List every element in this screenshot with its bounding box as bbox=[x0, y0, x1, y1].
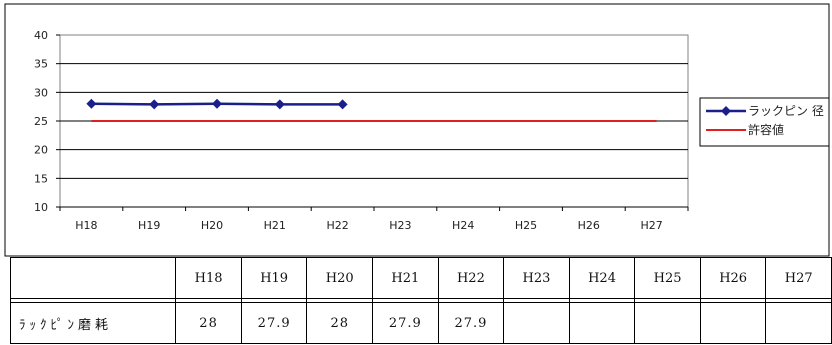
data-table: H18 H19 H20 H21 H22 H23 H24 H25 H26 H27 ﾗｯｸﾋﾟﾝ磨耗 28… bbox=[9, 257, 832, 344]
table-value-cell: 28 bbox=[175, 302, 242, 344]
y-tick-label: 40 bbox=[34, 29, 48, 42]
table-value-cell: 27.9 bbox=[240, 302, 308, 344]
x-tick-label: H26 bbox=[578, 219, 600, 232]
legend-box bbox=[699, 97, 830, 147]
table-header-row: H18 H19 H20 H21 H22 H23 H24 H25 H26 H27 bbox=[9, 257, 832, 299]
series-point bbox=[212, 98, 222, 109]
table-value-cell bbox=[699, 302, 767, 344]
table-header-cell: H26 bbox=[699, 257, 767, 299]
y-tick-label: 20 bbox=[34, 144, 48, 157]
table-header-cell: H20 bbox=[306, 257, 373, 299]
table-value-cell: 28 bbox=[306, 302, 373, 344]
legend-label: ラックピン 径 bbox=[748, 104, 824, 118]
series-point bbox=[149, 99, 160, 110]
x-tick-label: H18 bbox=[75, 219, 97, 232]
x-tick-label: H25 bbox=[515, 219, 537, 232]
x-tick-label: H20 bbox=[201, 219, 223, 232]
table-value-cell bbox=[634, 302, 701, 344]
x-tick-label: H27 bbox=[640, 219, 662, 232]
table-header-cell: H27 bbox=[765, 257, 832, 299]
table-value-cell: 27.9 bbox=[437, 302, 505, 344]
y-tick-label: 35 bbox=[34, 58, 48, 71]
table-header-cell: H19 bbox=[240, 257, 308, 299]
y-tick-label: 30 bbox=[34, 86, 48, 99]
y-tick-label: 10 bbox=[34, 201, 48, 214]
x-tick-label: H19 bbox=[138, 219, 160, 232]
table-corner-cell bbox=[9, 257, 177, 299]
table-value-cell bbox=[503, 302, 570, 344]
table-header-cell: H25 bbox=[634, 257, 701, 299]
table-value-cell bbox=[765, 302, 832, 344]
table-header-cell: H18 bbox=[175, 257, 242, 299]
table-value-cell: 27.9 bbox=[372, 302, 439, 344]
x-tick-label: H24 bbox=[452, 219, 474, 232]
table-row: ﾗｯｸﾋﾟﾝ磨耗 28 27.9 28 27.9 27.9 bbox=[9, 302, 832, 344]
x-tick-label: H22 bbox=[326, 219, 348, 232]
y-tick-label: 25 bbox=[34, 115, 48, 128]
table-row-label: ﾗｯｸﾋﾟﾝ磨耗 bbox=[9, 302, 177, 344]
legend-label: 許容値 bbox=[748, 122, 784, 137]
x-tick-label: H23 bbox=[389, 219, 411, 232]
table-header-cell: H22 bbox=[437, 257, 505, 299]
x-tick-label: H21 bbox=[264, 219, 286, 232]
line-chart: 10 15 20 25 30 35 40 H18 H19 H20 H21 H22 H23 H24 H25 H2… bbox=[4, 3, 830, 257]
table-header-cell: H23 bbox=[503, 257, 570, 299]
series-point bbox=[86, 98, 97, 109]
table-header-cell: H21 bbox=[372, 257, 439, 299]
series-point bbox=[274, 99, 285, 110]
table-value-cell bbox=[568, 302, 636, 344]
y-tick-label: 15 bbox=[34, 172, 48, 185]
table-header-cell: H24 bbox=[568, 257, 636, 299]
legend-marker bbox=[721, 106, 731, 116]
chart-panel: 10 15 20 25 30 35 40 H18 H19 H20 H21 H22 H23 H24 H25 H2… bbox=[4, 3, 830, 257]
series-point bbox=[337, 99, 348, 110]
